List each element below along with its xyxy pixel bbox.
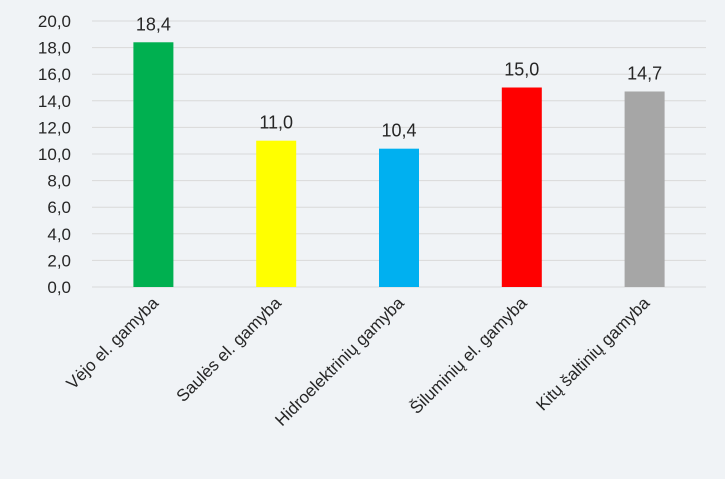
bar: [256, 140, 297, 287]
data-label: 15,0: [504, 60, 539, 80]
y-tick-label: 12,0: [38, 118, 71, 137]
y-tick-label: 14,0: [38, 92, 71, 111]
y-tick-label: 10,0: [38, 145, 71, 164]
data-label: 18,4: [136, 14, 171, 34]
y-tick-label: 16,0: [38, 65, 71, 84]
x-category-label: Vėjo el. gamyba: [63, 293, 163, 393]
bars: [133, 42, 665, 288]
y-tick-label: 6,0: [47, 198, 71, 217]
bar: [501, 87, 542, 287]
x-category-label: Saulės el. gamyba: [173, 293, 286, 406]
y-tick-label: 8,0: [47, 172, 71, 191]
x-category-label: Kitų šaltinių gamyba: [532, 293, 653, 414]
data-label: 11,0: [259, 113, 293, 133]
data-labels: 18,4 11,0 10,4 15,0 14,7: [136, 14, 662, 140]
bar: [133, 42, 174, 287]
x-axis-category-labels: Vėjo el. gamyba Saulės el. gamybaHidroele…: [63, 293, 654, 430]
y-tick-label: 18,0: [38, 39, 71, 58]
x-category-label: Hidroelektrinių gamyba: [271, 293, 408, 430]
x-category-label: Šiluminių el. gamyba: [406, 293, 531, 418]
bar: [379, 148, 419, 287]
y-axis-tick-labels: 0,0 2,0 4,0 6,0 8,0 10,0 12,0 14,0 16,0 18,0 20,0: [38, 12, 71, 297]
y-tick-label: 20,0: [38, 12, 71, 31]
y-tick-label: 2,0: [47, 251, 71, 270]
data-label: 10,4: [381, 121, 416, 141]
y-tick-label: 4,0: [47, 225, 71, 244]
data-label: 14,7: [627, 63, 662, 83]
bar: [624, 91, 665, 288]
y-tick-label: 0,0: [47, 278, 71, 297]
